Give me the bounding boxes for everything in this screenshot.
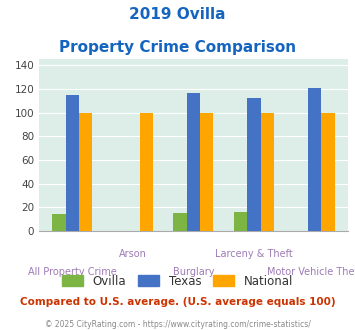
Bar [234, 212, 247, 231]
Bar [79, 113, 92, 231]
Text: © 2025 CityRating.com - https://www.cityrating.com/crime-statistics/: © 2025 CityRating.com - https://www.city… [45, 320, 310, 329]
Text: All Property Crime: All Property Crime [28, 267, 117, 277]
Text: Motor Vehicle Theft: Motor Vehicle Theft [267, 267, 355, 277]
Bar [308, 88, 321, 231]
Bar [200, 113, 213, 231]
Bar [321, 113, 334, 231]
Bar [53, 214, 66, 231]
Text: Property Crime Comparison: Property Crime Comparison [59, 40, 296, 54]
Legend: Ovilla, Texas, National: Ovilla, Texas, National [57, 270, 298, 292]
Bar [66, 95, 79, 231]
Text: 2019 Ovilla: 2019 Ovilla [129, 7, 226, 21]
Text: Larceny & Theft: Larceny & Theft [215, 249, 293, 259]
Bar [174, 213, 187, 231]
Text: Arson: Arson [119, 249, 147, 259]
Bar [247, 98, 261, 231]
Bar [187, 92, 200, 231]
Bar [261, 113, 274, 231]
Text: Burglary: Burglary [173, 267, 214, 277]
Bar [140, 113, 153, 231]
Text: Compared to U.S. average. (U.S. average equals 100): Compared to U.S. average. (U.S. average … [20, 297, 335, 307]
